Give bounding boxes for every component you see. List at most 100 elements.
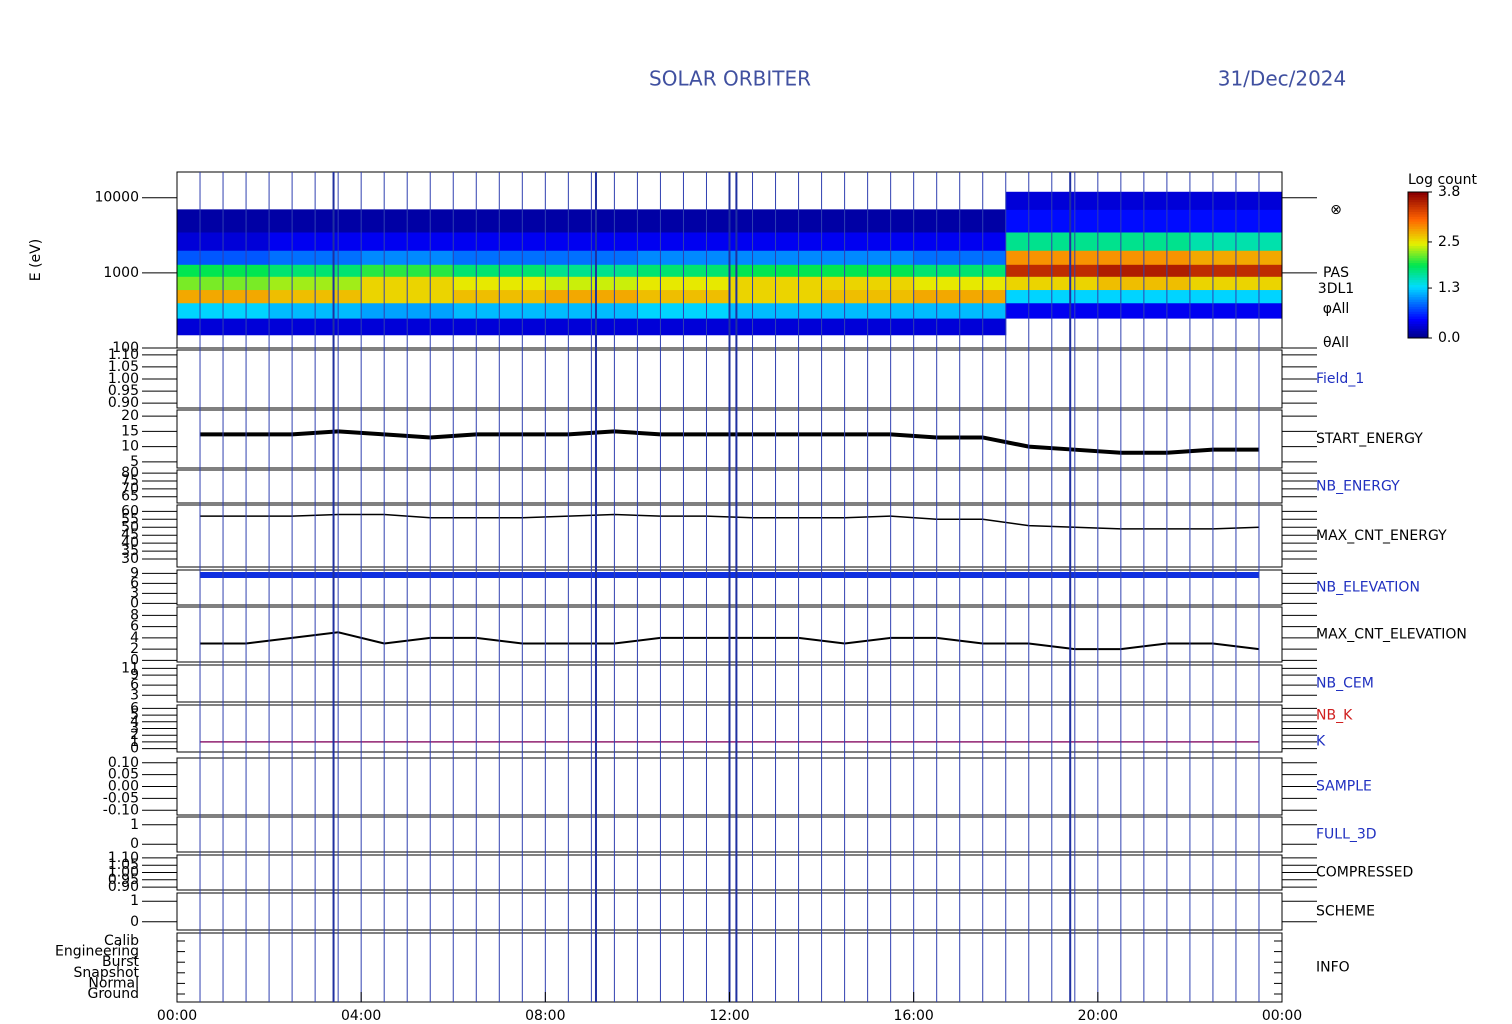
panel-label: START_ENERGY (1316, 431, 1423, 447)
x-tick-label: 00:00 (157, 1008, 197, 1020)
colorbar-swatch (1408, 245, 1428, 249)
colorbar-swatch (1408, 250, 1428, 254)
y-tick-label: 80 (121, 465, 139, 481)
colorbar-swatch (1408, 284, 1428, 288)
panel-label: MAX_CNT_ENERGY (1316, 528, 1447, 544)
colorbar-swatch (1408, 221, 1428, 225)
x-tick-label: 04:00 (341, 1008, 381, 1020)
colorbar-swatch (1408, 299, 1428, 302)
colorbar-swatch (1408, 333, 1428, 337)
colorbar-swatch (1408, 289, 1428, 293)
y-tick-label: 65 (121, 489, 139, 505)
colorbar-swatch (1408, 277, 1428, 281)
colorbar-swatch (1408, 252, 1428, 256)
y-tick-label: 0.90 (108, 879, 139, 895)
colorbar-swatch (1408, 228, 1428, 232)
y-tick-label: 0 (130, 836, 139, 852)
y-tick-label: 6 (130, 575, 139, 591)
y-tick-label: -0.05 (103, 790, 139, 806)
y-tick-label: 0.00 (108, 779, 139, 795)
colorbar-swatch (1408, 279, 1428, 283)
y-tick-label: -0.10 (103, 802, 139, 818)
y-tick-label: 2 (130, 727, 139, 743)
x-tick-label: 08:00 (525, 1008, 565, 1020)
y-tick-label: 0.10 (108, 755, 139, 771)
colorbar-swatch (1408, 318, 1428, 322)
colorbar-swatch (1408, 306, 1428, 310)
colorbar-swatch (1408, 201, 1428, 205)
y-tick-label: 9 (130, 565, 139, 581)
panel-label: SAMPLE (1316, 779, 1372, 795)
panel-label: NB_CEM (1316, 676, 1374, 692)
y-tick-label: 0 (130, 914, 139, 930)
panel-label: COMPRESSED (1316, 865, 1413, 881)
y-tick-label: 5 (130, 707, 139, 723)
colorbar-swatch (1408, 192, 1428, 195)
colorbar-swatch (1408, 199, 1428, 203)
colorbar-swatch (1408, 218, 1428, 222)
colorbar-swatch (1408, 274, 1428, 278)
y-tick-label: 11 (121, 660, 139, 676)
panel-label: NB_ELEVATION (1316, 580, 1420, 596)
colorbar-swatch (1408, 211, 1428, 215)
y-tick-label: Engineering (55, 944, 139, 960)
y-tick-label: 3 (130, 721, 139, 737)
colorbar-swatch (1408, 204, 1428, 208)
x-tick-label: 12:00 (709, 1008, 749, 1020)
y-tick-label: 10 (121, 439, 139, 455)
y-tick-label: 6 (130, 677, 139, 693)
y-tick-label: 0.95 (108, 872, 139, 888)
colorbar-swatch (1408, 209, 1428, 212)
x-tick-label: 00:00 (1262, 1008, 1302, 1020)
y-tick-label: 0 (130, 741, 139, 757)
y-tick-label: 75 (121, 473, 139, 489)
colorbar-swatch (1408, 272, 1428, 276)
y-tick-label: 1.10 (108, 347, 139, 363)
y-tick-label: Ground (88, 986, 140, 1002)
colorbar-swatch (1408, 286, 1428, 290)
y-tick-label: 20 (121, 408, 139, 424)
colorbar-tick-label: 1.3 (1438, 280, 1460, 296)
y-tick-label: 40 (121, 535, 139, 551)
y-tick-label: 1.05 (108, 359, 139, 375)
colorbar-swatch (1408, 216, 1428, 220)
y-tick-label: 4 (130, 630, 139, 646)
colorbar-swatch (1408, 303, 1428, 307)
y-tick-label: 1 (130, 893, 139, 909)
colorbar-swatch (1408, 238, 1428, 242)
panel-label: 3DL1 (1318, 281, 1354, 297)
colorbar-swatch (1408, 243, 1428, 247)
colorbar-title: Log count (1408, 172, 1477, 188)
panel-label: Field_1 (1316, 371, 1364, 387)
colorbar-swatch (1408, 265, 1428, 268)
y-tick-label: 1.00 (108, 371, 139, 387)
colorbar-tick-label: 2.5 (1438, 234, 1460, 250)
colorbar-swatch (1408, 260, 1428, 264)
colorbar-swatch (1408, 313, 1428, 317)
colorbar-tick-label: 0.0 (1438, 330, 1460, 346)
y-tick-label: Snapshot (74, 965, 140, 981)
y-tick-label: 1.10 (108, 850, 139, 866)
y-tick-label: 0 (130, 595, 139, 611)
colorbar-frame (1407, 191, 1429, 339)
chart-title: SOLAR ORBITER (649, 67, 811, 91)
y-tick-label: Burst (102, 954, 140, 970)
y-tick-label: 9 (130, 667, 139, 683)
panel-label: NB_ENERGY (1316, 479, 1400, 495)
y-tick-label: 1 (130, 817, 139, 833)
colorbar-swatch (1408, 213, 1428, 217)
colorbar-swatch (1408, 269, 1428, 273)
colorbar-swatch (1408, 247, 1428, 251)
colorbar-swatch (1408, 316, 1428, 320)
panel-label: SCHEME (1316, 904, 1375, 920)
y-tick-label: 30 (121, 551, 139, 567)
colorbar-swatch (1408, 325, 1428, 329)
y-tick-label: Normal (88, 975, 139, 991)
colorbar-swatch (1408, 226, 1428, 229)
colorbar-swatch (1408, 296, 1428, 300)
colorbar-swatch (1408, 255, 1428, 259)
colorbar-swatch (1408, 308, 1428, 312)
y-tick-label: 3 (130, 585, 139, 601)
colorbar-swatch (1408, 257, 1428, 261)
y-tick-label: 6 (130, 700, 139, 716)
